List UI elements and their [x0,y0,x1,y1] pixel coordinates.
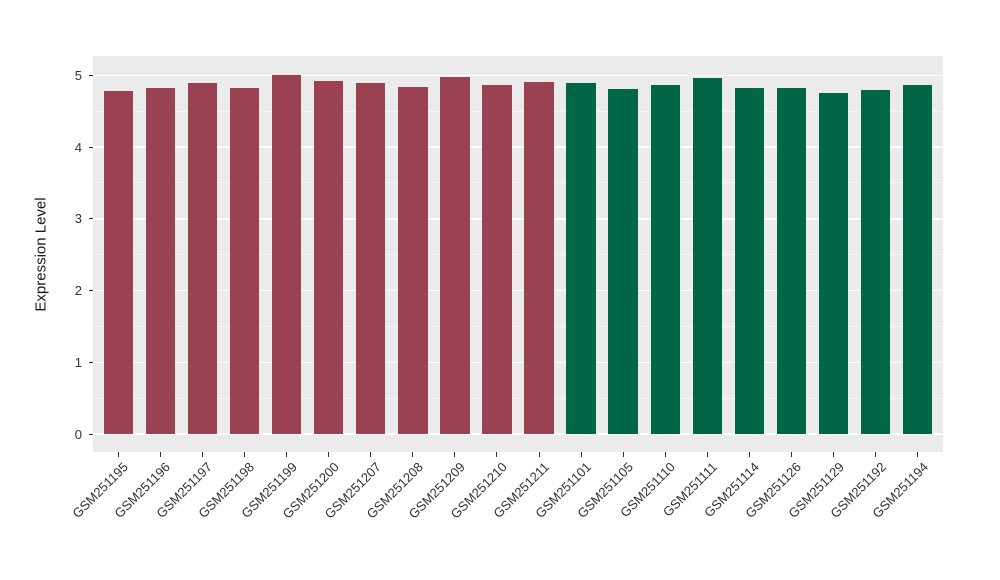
x-tick-mark [201,452,203,457]
x-tick-mark [496,452,498,457]
x-tick-mark [538,452,540,457]
x-tick-mark [875,452,877,457]
x-tick-mark [706,452,708,457]
x-tick-mark [664,452,666,457]
plot-panel [93,56,943,452]
y-tick-mark [88,433,93,435]
bar-GSM251207 [355,83,386,435]
x-tick-mark [791,452,792,457]
bar-GSM251101 [566,82,596,435]
x-tick-mark [748,452,750,457]
gridline-major [93,433,943,435]
bar-GSM251197 [187,82,218,435]
x-tick-mark [286,452,288,457]
bar-GSM251194 [903,84,933,435]
bar-GSM251111 [692,77,723,435]
gridline-minor [93,110,943,112]
bar-GSM251105 [608,89,638,435]
bar-GSM251195 [103,91,133,435]
x-tick-mark [622,452,624,457]
gridline-minor [93,254,943,256]
bar-GSM251129 [818,93,849,435]
y-tick-label: 1 [74,354,82,370]
y-tick-label: 3 [74,211,82,227]
x-tick-mark [454,452,456,457]
gridline-minor [93,325,943,327]
bar-GSM251210 [482,84,512,435]
gridline-minor [93,182,943,184]
bar-GSM251211 [524,81,554,435]
y-axis-title: Expression Level [26,56,56,452]
x-tick-mark [917,452,919,457]
y-tick-label: 5 [74,67,82,83]
x-tick-mark [328,452,330,457]
bar-GSM251114 [734,88,765,435]
bar-GSM251126 [776,88,807,435]
y-tick-mark [88,290,93,292]
y-tick-mark [88,218,93,220]
y-tick-label: 2 [74,283,82,299]
bar-GSM251196 [145,87,176,435]
gridline-major [93,74,943,77]
bar-GSM251110 [650,84,680,435]
bar-GSM251198 [229,88,260,435]
x-tick-mark [370,452,372,457]
y-tick-label: 4 [74,139,82,155]
y-tick-label: 0 [74,426,82,442]
x-tick-mark [243,452,245,457]
gridline-major [93,289,943,292]
bar-GSM251209 [440,76,470,435]
gridline-major [93,218,943,220]
gridline-major [93,361,943,364]
gridline-minor [93,397,943,399]
y-tick-mark [88,361,93,363]
x-tick-mark [117,452,119,457]
y-tick-mark [88,74,93,76]
bar-GSM251199 [271,74,302,435]
y-tick-mark [88,146,93,148]
bar-GSM251208 [398,86,428,435]
gridline-major [93,146,943,148]
bar-GSM251192 [860,89,891,435]
x-tick-mark [833,452,835,457]
x-tick-mark [412,452,414,457]
x-tick-mark [159,452,161,457]
x-tick-mark [580,452,582,457]
bar-GSM251200 [313,81,344,435]
